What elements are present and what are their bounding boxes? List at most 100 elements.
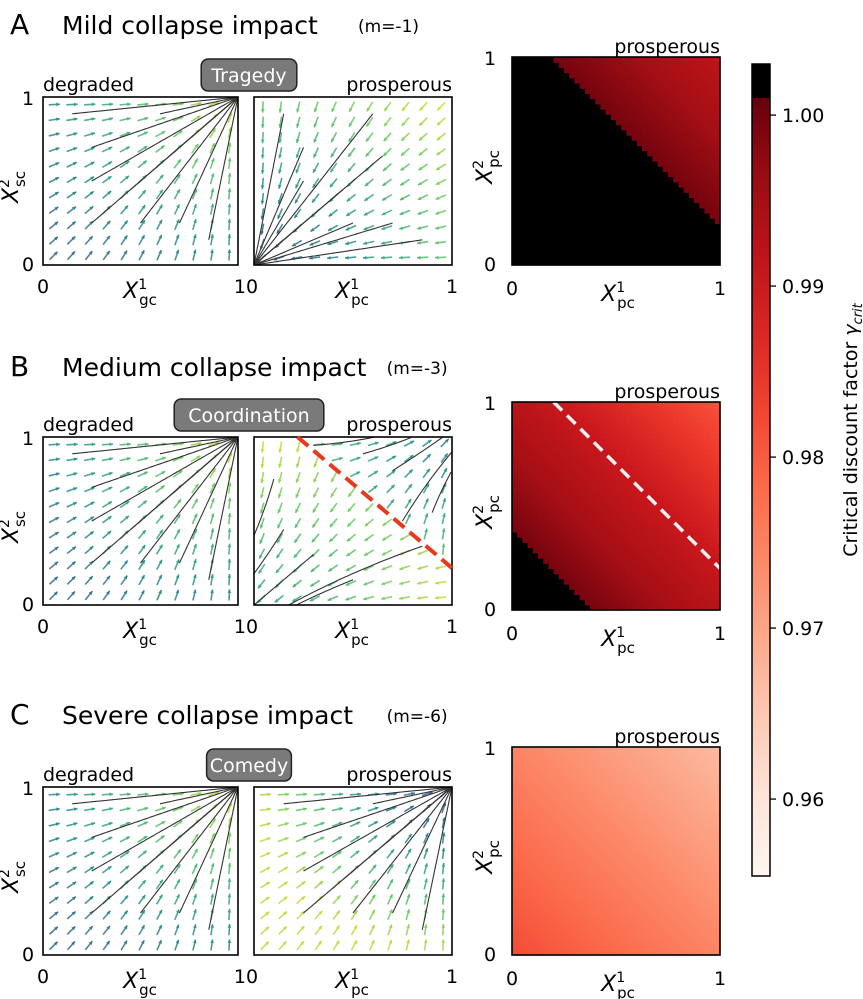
heatmap-cell bbox=[626, 145, 633, 152]
field-arrowhead bbox=[302, 822, 307, 826]
heatmap-cell bbox=[642, 218, 648, 224]
heatmap-cell bbox=[527, 443, 534, 450]
heatmap-cell bbox=[642, 500, 648, 507]
field-arrowhead bbox=[285, 807, 289, 812]
heatmap-cell bbox=[631, 124, 638, 131]
heatmap-cell bbox=[621, 500, 627, 507]
heatmap-cell bbox=[605, 485, 612, 491]
heatmap-cell bbox=[512, 767, 518, 774]
heatmap-cell bbox=[699, 448, 705, 455]
heatmap-cell bbox=[709, 568, 716, 575]
heatmap-cell bbox=[704, 83, 711, 89]
field-arrowhead bbox=[161, 821, 166, 825]
heatmap-cell bbox=[699, 254, 705, 261]
heatmap-cell bbox=[512, 563, 518, 569]
heatmap-cell bbox=[512, 861, 518, 868]
field-arrowhead bbox=[193, 543, 197, 548]
heatmap-cell bbox=[673, 218, 679, 224]
heatmap-cell bbox=[517, 506, 523, 512]
heatmap-cell bbox=[621, 103, 627, 110]
heatmap-cell bbox=[626, 433, 633, 439]
heatmap-cell bbox=[579, 568, 586, 575]
heatmap-cell bbox=[673, 67, 679, 74]
heatmap-cell bbox=[610, 129, 617, 136]
heatmap-cell bbox=[522, 228, 529, 235]
heatmap-cell bbox=[595, 77, 601, 84]
heatmap-cell bbox=[636, 88, 643, 94]
heatmap-cell bbox=[668, 506, 674, 512]
field-arrowhead bbox=[400, 181, 405, 186]
heatmap-cell bbox=[610, 443, 617, 450]
heatmap-cell bbox=[652, 202, 659, 209]
heatmap-cell bbox=[662, 537, 669, 543]
heatmap-cell bbox=[631, 594, 638, 601]
heatmap-cell bbox=[558, 584, 565, 590]
heatmap-cell bbox=[709, 474, 716, 481]
heatmap-cell bbox=[621, 422, 627, 429]
heatmap-cell bbox=[642, 249, 648, 256]
heatmap-cell bbox=[647, 438, 653, 445]
heatmap-cell bbox=[668, 88, 674, 94]
heatmap-cell bbox=[688, 218, 695, 224]
heatmap-cell bbox=[688, 145, 695, 152]
heatmap-cell bbox=[527, 114, 534, 120]
field-arrowhead bbox=[210, 234, 215, 238]
heatmap-cell bbox=[527, 830, 534, 836]
field-arrowhead bbox=[283, 896, 288, 901]
field-arrowhead bbox=[310, 227, 315, 232]
heatmap-cell bbox=[709, 233, 716, 240]
heatmap-cell bbox=[512, 77, 518, 84]
field-arrowhead bbox=[175, 234, 180, 239]
heatmap-cell bbox=[532, 584, 539, 590]
heatmap-cell bbox=[616, 161, 622, 167]
heatmap-cell bbox=[558, 176, 565, 183]
field-arrowhead bbox=[194, 143, 199, 148]
heatmap-cell bbox=[610, 254, 617, 261]
heatmap-cell bbox=[662, 145, 669, 152]
heatmap-cell bbox=[517, 249, 523, 256]
heatmap-cell bbox=[522, 187, 529, 193]
heatmap-cell bbox=[512, 233, 518, 240]
heatmap-cell bbox=[543, 207, 549, 214]
heatmap-cell bbox=[522, 840, 529, 847]
heatmap-cell bbox=[626, 197, 633, 204]
heatmap-cell bbox=[704, 98, 711, 105]
heatmap-cell bbox=[543, 547, 549, 554]
heatmap-cell bbox=[657, 103, 664, 110]
heatmap-cell bbox=[553, 171, 560, 178]
heatmap-cell bbox=[595, 417, 601, 424]
field-arrowhead bbox=[296, 448, 300, 453]
panel-c-xlabel-gc: X1 gc bbox=[122, 967, 157, 999]
field-arrowhead bbox=[312, 523, 316, 528]
heatmap-cell bbox=[564, 254, 570, 261]
heatmap-cell bbox=[662, 88, 669, 94]
trajectory bbox=[392, 436, 443, 472]
heatmap-cell bbox=[657, 249, 664, 256]
heatmap-cell bbox=[517, 407, 523, 413]
heatmap-cell bbox=[694, 433, 700, 439]
heatmap-cell bbox=[636, 192, 643, 198]
heatmap-cell bbox=[683, 103, 690, 110]
heatmap-cell bbox=[662, 459, 669, 465]
heatmap-cell bbox=[553, 145, 560, 152]
heatmap-cell bbox=[621, 244, 627, 250]
heatmap-cell bbox=[678, 480, 685, 486]
heatmap-cell bbox=[527, 521, 534, 528]
heatmap-cell bbox=[704, 228, 711, 235]
field-arrowhead bbox=[55, 502, 60, 506]
heatmap-cell bbox=[631, 192, 638, 198]
heatmap-cell bbox=[512, 67, 518, 74]
field-arrowhead bbox=[374, 456, 379, 460]
heatmap-cell bbox=[657, 485, 664, 491]
heatmap-cell bbox=[636, 213, 643, 219]
heatmap-cell bbox=[626, 516, 633, 523]
heatmap-cell bbox=[673, 254, 679, 261]
field-arrowhead bbox=[54, 206, 59, 211]
heatmap-cell bbox=[694, 145, 700, 152]
field-arrowhead bbox=[364, 522, 369, 527]
heatmap-cell bbox=[668, 171, 674, 178]
heatmap-cell bbox=[584, 407, 591, 413]
heatmap-cell bbox=[517, 93, 523, 100]
panel-c-prosperous-flow bbox=[253, 786, 453, 956]
heatmap-cell bbox=[631, 443, 638, 450]
